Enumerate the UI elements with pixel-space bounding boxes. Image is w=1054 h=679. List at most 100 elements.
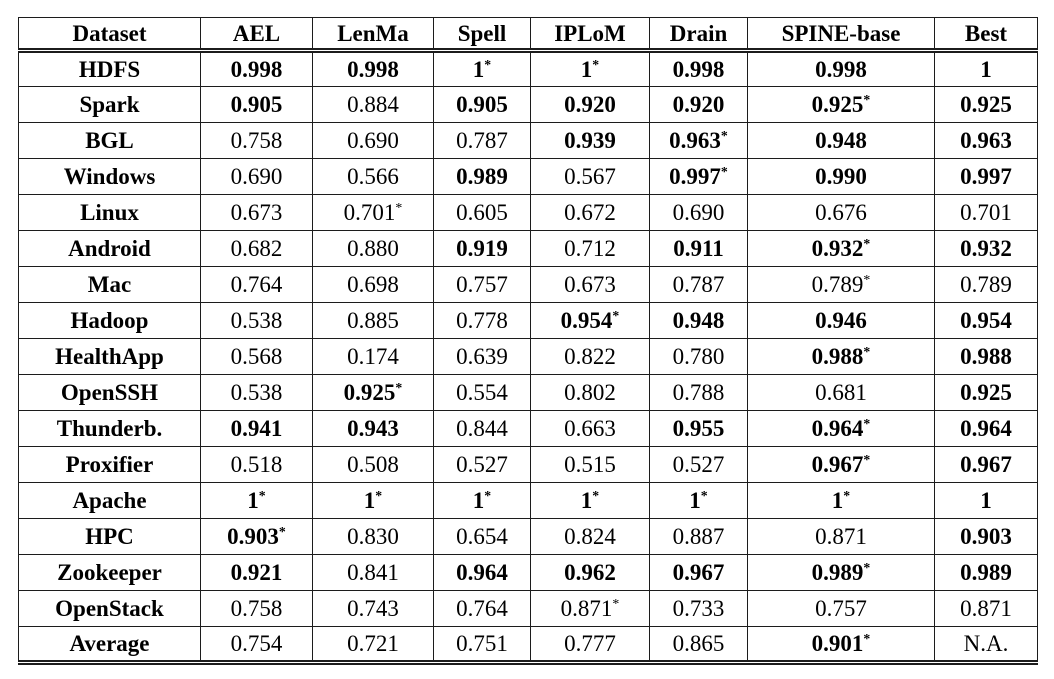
table-row-spark: Spark 0.905 0.884 0.905 0.920 0.920 0.925* 0.92…: [18, 86, 1038, 123]
value-cell-linux-spell: 0.605: [433, 194, 531, 231]
cell-value: 0.998: [672, 57, 725, 82]
cell-value: 0.567: [564, 164, 616, 189]
value-cell-hadoop-ael: 0.538: [200, 302, 313, 339]
row-header-hadoop: Hadoop: [18, 302, 201, 339]
value-cell-bgl-drain: 0.963*: [649, 122, 748, 159]
value-cell-android-iplom: 0.712: [530, 230, 650, 267]
value-cell-spark-lenma: 0.884: [312, 86, 434, 123]
cell-value: 0.654: [456, 524, 508, 549]
cell-value: 0.712: [564, 236, 616, 261]
cell-value: 0.758: [230, 128, 283, 153]
value-cell-openstack-lenma: 0.743: [312, 590, 434, 627]
value-cell-windows-spine-base: 0.990: [747, 158, 935, 195]
value-cell-apache-spine-base: 1*: [747, 482, 935, 519]
value-cell-hdfs-spell: 1*: [433, 50, 531, 87]
best-parser-star-icon: *: [278, 524, 286, 540]
value-cell-bgl-spine-base: 0.948: [747, 122, 935, 159]
value-cell-hpc-spell: 0.654: [433, 518, 531, 555]
value-cell-spark-spine-base: 0.925*: [747, 86, 935, 123]
cell-value: 0.932: [811, 236, 864, 261]
cell-value: 0.733: [672, 596, 725, 621]
value-cell-openssh-spine-base: 0.681: [747, 374, 935, 411]
cell-value: 0.822: [564, 344, 616, 369]
column-header-lenma: LenMa: [312, 17, 434, 53]
value-cell-mac-spine-base: 0.789*: [747, 266, 935, 303]
value-cell-openssh-lenma: 0.925*: [312, 374, 434, 411]
value-cell-linux-spine-base: 0.676: [747, 194, 935, 231]
value-cell-apache-lenma: 1*: [312, 482, 434, 519]
value-cell-thunderb-ael: 0.941: [200, 410, 313, 447]
value-cell-mac-drain: 0.787: [649, 266, 748, 303]
cell-value: 0.538: [230, 308, 283, 333]
cell-value: 0.871: [960, 596, 1012, 621]
table-body: HDFS 0.998 0.998 1* 1* 0.998 0.998 1 Spark 0.905 0…: [18, 50, 1038, 665]
row-header-zookeeper: Zookeeper: [18, 554, 201, 591]
column-header-dataset: Dataset: [18, 17, 201, 53]
value-cell-openssh-ael: 0.538: [200, 374, 313, 411]
cell-value: 0.865: [672, 631, 725, 656]
cell-value: 0.920: [564, 92, 616, 117]
row-header-linux: Linux: [18, 194, 201, 231]
cell-value: 0.943: [347, 416, 399, 441]
cell-value: 0.963: [960, 128, 1012, 153]
cell-value: 0.998: [347, 57, 399, 82]
cell-value: 0.639: [456, 344, 508, 369]
best-parser-star-icon: *: [720, 128, 728, 144]
cell-value: 0.673: [230, 200, 283, 225]
best-parser-star-icon: *: [612, 596, 620, 612]
cell-value: 0.920: [672, 92, 725, 117]
table-row-apache: Apache 1* 1* 1* 1* 1* 1* 1: [18, 482, 1038, 519]
row-header-openssh: OpenSSH: [18, 374, 201, 411]
cell-value: 1: [580, 57, 593, 82]
value-cell-openssh-spell: 0.554: [433, 374, 531, 411]
value-cell-openstack-spine-base: 0.757: [747, 590, 935, 627]
cell-value: 0.777: [564, 631, 616, 656]
cell-value: 0.884: [347, 92, 399, 117]
row-header-android: Android: [18, 230, 201, 267]
value-cell-mac-lenma: 0.698: [312, 266, 434, 303]
cell-value: 0.998: [815, 57, 867, 82]
cell-value: 0.672: [564, 200, 616, 225]
row-header-hpc: HPC: [18, 518, 201, 555]
value-cell-average-best: N.A.: [934, 626, 1038, 665]
table-row-zookeeper: Zookeeper 0.921 0.841 0.964 0.962 0.967 0.989*…: [18, 554, 1038, 591]
value-cell-proxifier-drain: 0.527: [649, 446, 748, 483]
value-cell-proxifier-lenma: 0.508: [312, 446, 434, 483]
cell-value: 0.871: [560, 596, 613, 621]
value-cell-android-drain: 0.911: [649, 230, 748, 267]
best-parser-star-icon: *: [258, 488, 266, 504]
cell-value: 0.844: [456, 416, 508, 441]
value-cell-openssh-drain: 0.788: [649, 374, 748, 411]
cell-value: 0.989: [456, 164, 508, 189]
value-cell-hdfs-spine-base: 0.998: [747, 50, 935, 87]
cell-value: 0.903: [227, 524, 279, 549]
cell-value: 0.508: [347, 452, 399, 477]
value-cell-android-best: 0.932: [934, 230, 1038, 267]
value-cell-bgl-spell: 0.787: [433, 122, 531, 159]
cell-value: 0.967: [811, 452, 864, 477]
cell-value: 0.676: [815, 200, 867, 225]
best-parser-star-icon: *: [484, 488, 492, 504]
cell-value: 0.515: [564, 452, 616, 477]
cell-value: 0.764: [456, 596, 508, 621]
value-cell-mac-spell: 0.757: [433, 266, 531, 303]
column-header-iplom: IPLoM: [530, 17, 650, 53]
table-row-android: Android 0.682 0.880 0.919 0.712 0.911 0.932* 0.…: [18, 230, 1038, 267]
value-cell-hpc-iplom: 0.824: [530, 518, 650, 555]
best-parser-star-icon: *: [700, 488, 708, 504]
best-parser-star-icon: *: [612, 308, 620, 324]
cell-value: 0.988: [811, 344, 864, 369]
value-cell-openstack-best: 0.871: [934, 590, 1038, 627]
value-cell-openssh-iplom: 0.802: [530, 374, 650, 411]
best-parser-star-icon: *: [863, 452, 871, 468]
cell-value: 0.925: [811, 92, 864, 117]
value-cell-bgl-ael: 0.758: [200, 122, 313, 159]
value-cell-mac-iplom: 0.673: [530, 266, 650, 303]
cell-value: 0.989: [960, 560, 1012, 585]
row-header-proxifier: Proxifier: [18, 446, 201, 483]
cell-value: 0.663: [564, 416, 616, 441]
value-cell-spark-ael: 0.905: [200, 86, 313, 123]
value-cell-thunderb-spell: 0.844: [433, 410, 531, 447]
cell-value: 0.990: [815, 164, 867, 189]
value-cell-average-iplom: 0.777: [530, 626, 650, 665]
